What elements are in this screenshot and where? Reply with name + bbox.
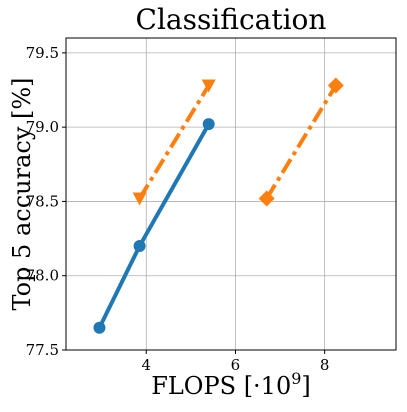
series-2-point <box>132 192 147 206</box>
series-1-line <box>97 123 211 329</box>
series-2-point <box>201 79 216 93</box>
grid <box>66 38 396 351</box>
plot-frame <box>65 37 397 351</box>
series-group <box>93 77 344 334</box>
x-tick-label: 8 <box>320 356 330 374</box>
x-axis-label: FLOPS [·109] <box>151 369 311 400</box>
series-3-line <box>264 84 338 200</box>
x-tick-label: 4 <box>141 356 151 374</box>
y-tick-label: 79.0 <box>26 118 59 136</box>
y-tick-label: 78.5 <box>26 192 59 210</box>
series-1-point <box>93 321 106 334</box>
series-3-point <box>327 77 344 94</box>
chart-title: Classification <box>136 3 327 36</box>
axis-ticks: 4 6 8 77.5 78.0 78.5 79.0 79.5 <box>26 44 330 374</box>
y-axis-label: Top 5 accuracy [%] <box>8 77 36 310</box>
x-tick-label: 6 <box>231 356 241 374</box>
y-tick-label: 77.5 <box>26 341 59 359</box>
series-3-point <box>258 190 275 207</box>
series-2-line <box>137 84 211 200</box>
y-tick-label: 79.5 <box>26 44 59 62</box>
y-tick-label: 78.0 <box>26 267 59 285</box>
series-1-point <box>133 240 146 252</box>
series-1-point <box>202 118 215 131</box>
